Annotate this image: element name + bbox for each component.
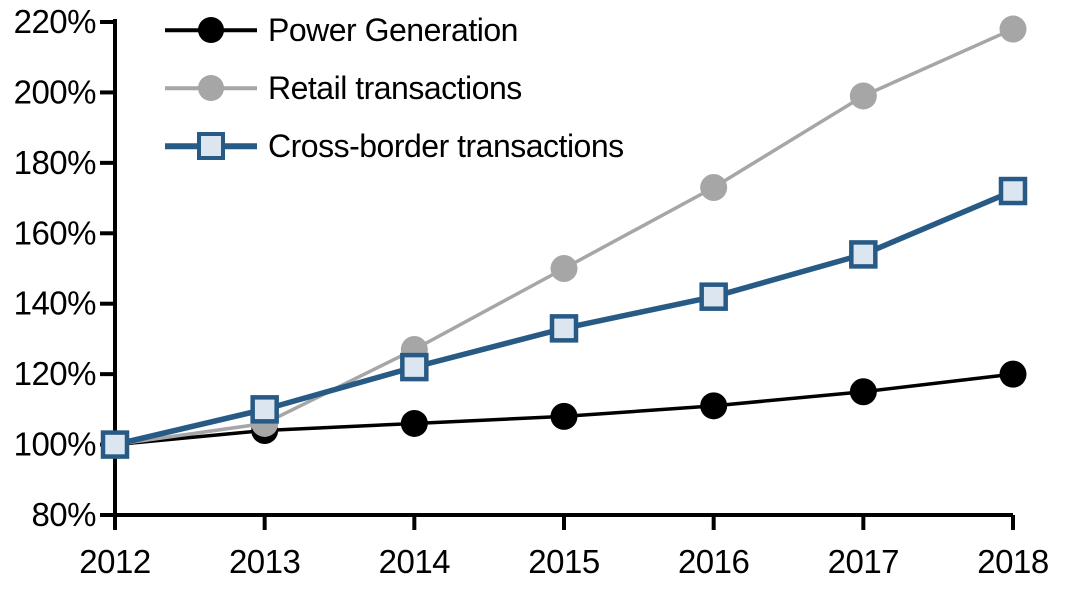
- x-tick-label: 2017: [828, 543, 899, 580]
- legend-sample: [165, 131, 257, 161]
- circle-marker-icon: [198, 75, 224, 101]
- x-tick-label: 2013: [229, 543, 300, 580]
- data-point-marker: [400, 352, 429, 382]
- data-point-marker: [849, 240, 878, 269]
- square-marker-icon: [197, 132, 225, 160]
- data-point-marker: [699, 282, 728, 311]
- data-point-marker: [400, 409, 428, 437]
- x-tick-label: 2012: [79, 543, 150, 580]
- data-point-marker: [999, 15, 1027, 43]
- y-tick-label: 200%: [14, 73, 97, 110]
- y-tick-label: 140%: [14, 285, 97, 322]
- data-point-marker: [849, 82, 877, 110]
- legend-sample: [165, 15, 257, 45]
- data-point-marker: [250, 395, 279, 424]
- y-tick-label: 100%: [14, 426, 97, 463]
- y-tick-label: 120%: [14, 355, 97, 392]
- y-tick-label: 220%: [14, 3, 97, 40]
- data-point-marker: [549, 314, 579, 343]
- data-point-marker: [550, 255, 578, 282]
- legend-label: Retail transactions: [268, 69, 522, 106]
- data-point-marker: [100, 430, 130, 459]
- data-point-marker: [998, 176, 1028, 206]
- x-tick-label: 2015: [528, 543, 599, 580]
- legend-label: Power Generation: [268, 11, 518, 48]
- data-point-marker: [700, 174, 728, 202]
- legend-item-power-generation: Power Generation: [165, 1, 624, 59]
- y-tick-label: 180%: [14, 144, 97, 181]
- legend-label: Cross-border transactions: [268, 127, 624, 164]
- data-point-marker: [999, 360, 1027, 388]
- legend-sample: [165, 73, 257, 103]
- data-point-marker: [700, 392, 728, 420]
- y-tick-label: 80%: [31, 496, 96, 533]
- y-tick-label: 160%: [14, 214, 97, 251]
- x-tick-label: 2018: [977, 543, 1048, 580]
- legend-item-cross-border-transactions: Cross-border transactions: [165, 117, 624, 175]
- legend: Power Generation Retail transactions Cro…: [165, 1, 624, 175]
- circle-marker-icon: [198, 17, 224, 43]
- data-point-marker: [849, 378, 877, 406]
- x-tick-label: 2014: [379, 543, 451, 580]
- legend-item-retail-transactions: Retail transactions: [165, 59, 624, 117]
- x-tick-label: 2016: [678, 543, 749, 580]
- data-point-marker: [550, 402, 578, 430]
